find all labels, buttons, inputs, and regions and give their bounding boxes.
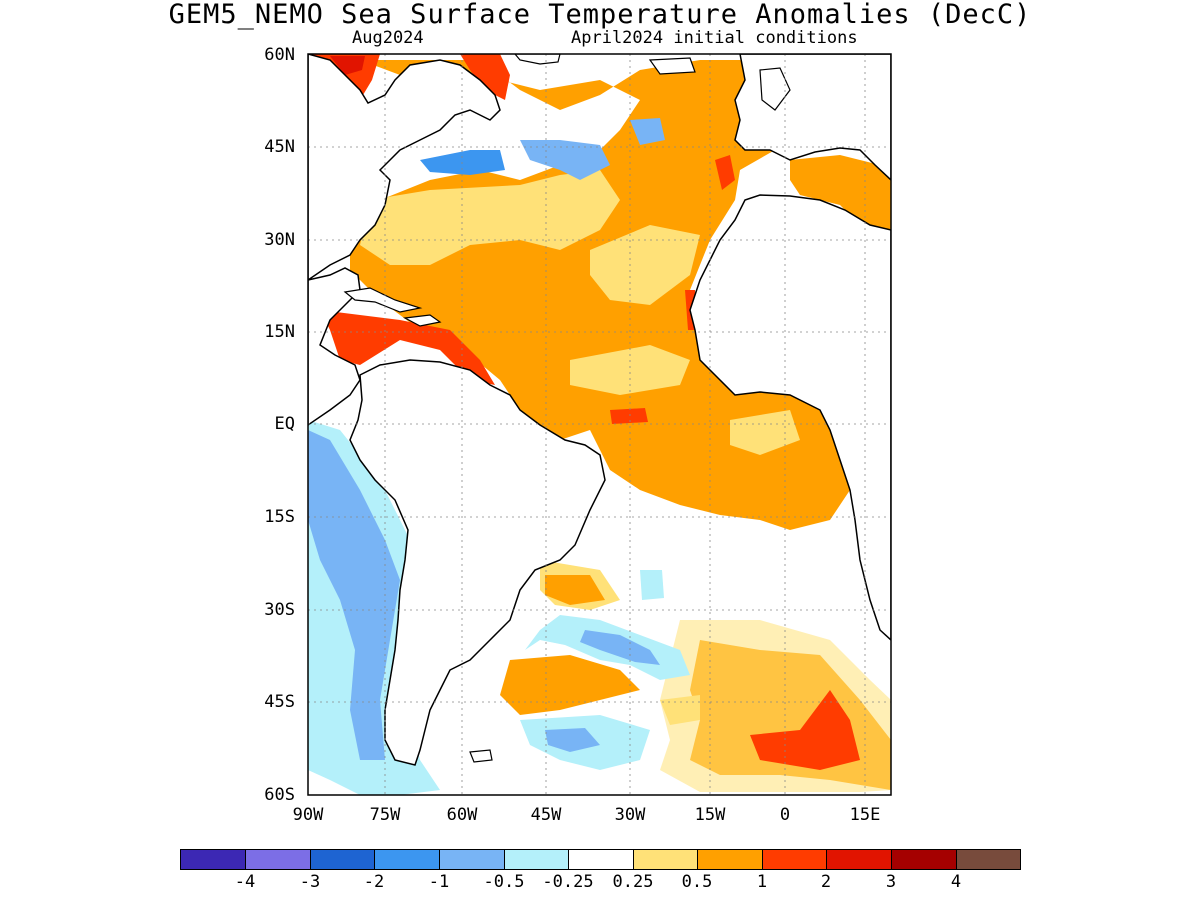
strong-warm-caribbean [320,310,495,385]
colorbar-label: 1 [756,872,768,892]
lat-label-45s: 45S [264,692,295,712]
lon-label-15e: 15E [849,805,881,825]
iceland [648,57,696,75]
colorbar-swatch [310,849,376,870]
south-america-land [349,359,606,766]
colorbar-label: 4 [950,872,962,892]
lon-label-30w: 30W [614,805,646,825]
slight-cool-spot [640,570,664,600]
colorbar-swatch [439,849,505,870]
colorbar-label: -4 [234,872,256,892]
colorbar-label: -2 [363,872,385,892]
lat-label-eq: EQ [274,414,295,434]
weak-warm-gulf-guinea [730,410,800,455]
forecast-month: Aug2024 [352,28,424,48]
lon-label-75w: 75W [369,805,401,825]
initial-conditions: April2024 initial conditions [571,28,858,48]
colorbar-label: -0.5 [483,872,525,892]
cool-anomaly-southern [545,728,600,752]
warm-anomaly-argentine-basin [500,655,640,715]
colorbar-label: -3 [299,872,321,892]
grid-lines [308,54,891,795]
colorbar-swatch [180,849,246,870]
lat-label-30s: 30S [264,600,295,620]
map-title: GEM5_NEMO Sea Surface Temperature Anomal… [168,0,1032,30]
colorbar-swatch [956,849,1021,870]
cool-anomaly-gulf-of-maine [420,150,505,175]
lat-label-60s: 60S [264,785,295,805]
very-strong-warm-hudson [330,56,365,75]
lon-label-45w: 45W [530,805,562,825]
strong-warm-equator-spot [610,408,648,424]
colorbar-label: 3 [885,872,897,892]
hispaniola-island [403,314,442,327]
weak-warm-equatorial [570,345,690,395]
map-frame [307,53,892,796]
map-field [308,54,891,795]
lat-label-45n: 45N [264,137,295,157]
colorbar-swatch [633,849,699,870]
lat-label-15s: 15S [264,507,295,527]
colorbar-label: 0.5 [681,872,713,892]
cool-anomaly-north-central [520,140,610,180]
cuba-island [343,287,423,313]
africa-land [689,194,891,642]
cool-anomaly-pacific-coast [308,430,400,760]
cool-anomaly-south-atlantic [580,630,660,665]
colorbar-swatch [374,849,440,870]
lat-label-30n: 30N [264,230,295,250]
colorbar-swatch [891,849,957,870]
colorbar-label: 0.25 [612,872,654,892]
colorbar-label: -1 [428,872,450,892]
lat-label-60n: 60N [264,45,295,65]
greenland-tip [514,54,561,65]
weak-warm-subtropical [360,170,620,265]
colorbar-swatch [504,849,570,870]
strong-warm-iberia [715,155,735,190]
cool-anomaly-mid-north [630,118,665,145]
lon-label-0: 0 [779,805,791,825]
colorbar-swatch [762,849,828,870]
colorbar-swatch [697,849,763,870]
strong-warm-labrador [460,54,510,100]
weak-warm-south-40s [660,695,700,725]
falkland-islands [469,749,493,763]
uk-ireland [759,67,791,111]
warm-anomaly-mediterranean [790,155,891,230]
weak-warm-central [590,225,700,305]
lat-label-15n: 15N [264,322,295,342]
strong-warm-south-east [750,690,860,770]
colorbar-swatch [826,849,892,870]
colorbar-swatch [245,849,311,870]
lon-label-15w: 15W [694,805,726,825]
lon-label-90w: 90W [292,805,324,825]
lon-label-60w: 60W [446,805,478,825]
warm-anomaly-brazil-current [545,575,605,605]
colorbar-label: -0.25 [542,872,594,892]
colorbar-swatch [568,849,634,870]
colorbar-label: 2 [820,872,832,892]
